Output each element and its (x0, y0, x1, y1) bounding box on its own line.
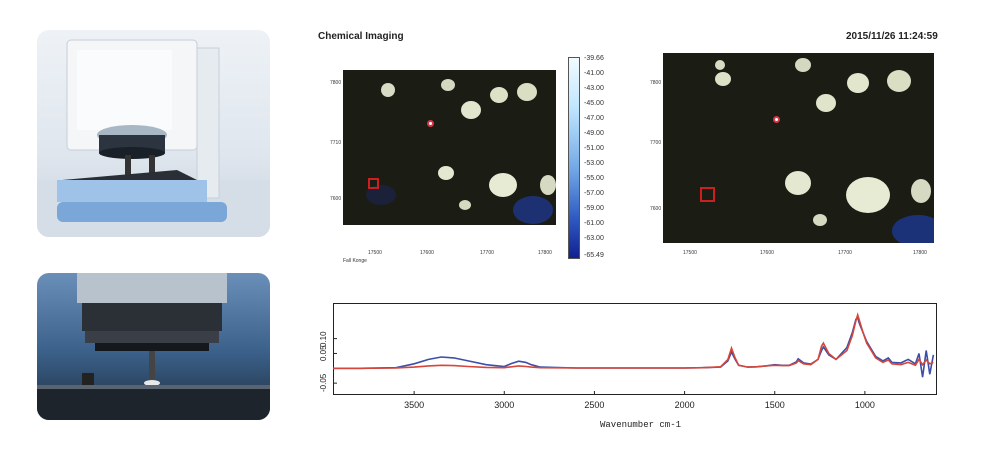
colorbar-label: -61.00 (584, 220, 604, 227)
left-x-tick: 17700 (480, 250, 494, 256)
y-tick-label: -0.05 (319, 374, 328, 393)
left-y-tick: 7710 (330, 140, 342, 146)
right-microscope-image[interactable] (663, 53, 934, 243)
timestamp: 2015/11/26 11:24:59 (846, 31, 938, 42)
right-y-tick: 7600 (650, 206, 662, 212)
left-particles (366, 79, 556, 224)
probe-point-marker[interactable] (773, 116, 780, 123)
colorbar-label: -49.00 (584, 130, 604, 137)
colorbar-label: -59.00 (584, 205, 604, 212)
left-y-tick: 7800 (330, 80, 342, 86)
x-tick-label: 1000 (854, 400, 875, 410)
objective-photo (37, 273, 270, 420)
plot-frame (333, 303, 937, 395)
spectrum-plot (333, 303, 937, 395)
probe-point-marker[interactable] (427, 120, 434, 127)
x-tick-label: 2500 (584, 400, 605, 410)
left-y-tick: 7600 (330, 196, 342, 202)
colorbar-label: -53.00 (584, 160, 604, 167)
colorbar-label: -47.00 (584, 115, 604, 122)
spectrum-chart[interactable] (333, 303, 937, 395)
colorbar-label: -45.00 (584, 100, 604, 107)
spectrum-series-line (333, 312, 934, 370)
left-microscope-image[interactable] (343, 70, 556, 225)
selected-region-marker[interactable] (700, 187, 715, 202)
x-tick-label: 2000 (674, 400, 695, 410)
right-particles (715, 58, 934, 243)
objective-illustration (37, 273, 270, 420)
colorbar-label: -51.00 (584, 145, 604, 152)
colorbar-label: -39.66 (584, 55, 604, 62)
instrument-photo (37, 30, 270, 237)
right-y-tick: 7800 (650, 80, 662, 86)
x-axis-label: Wavenumber cm-1 (600, 420, 682, 430)
colorbar-label: -41.00 (584, 70, 604, 77)
left-x-tick: 17600 (420, 250, 434, 256)
right-x-tick: 17700 (838, 250, 852, 256)
x-tick-label: 3500 (404, 400, 425, 410)
right-y-tick: 7700 (650, 140, 662, 146)
colorbar-label: -43.00 (584, 85, 604, 92)
imaging-title: Chemical Imaging (318, 31, 404, 42)
x-tick-label: 3000 (494, 400, 515, 410)
right-x-tick: 17600 (760, 250, 774, 256)
colorbar-label: -65.49 (584, 252, 604, 259)
colorbar-label: -57.00 (584, 190, 604, 197)
left-x-tick: 17800 (538, 250, 552, 256)
y-tick-label: 0.05 (319, 345, 328, 362)
left-x-tick: 17500 (368, 250, 382, 256)
instrument-illustration (37, 39, 270, 237)
selected-region-marker[interactable] (368, 178, 379, 189)
colorbar-label: -63.00 (584, 235, 604, 242)
right-x-tick: 17500 (683, 250, 697, 256)
colorbar (568, 57, 580, 259)
left-x-caption: Fall Konge (343, 258, 367, 264)
colorbar-label: -55.00 (584, 175, 604, 182)
x-tick-label: 1500 (764, 400, 785, 410)
right-x-tick: 17800 (913, 250, 927, 256)
